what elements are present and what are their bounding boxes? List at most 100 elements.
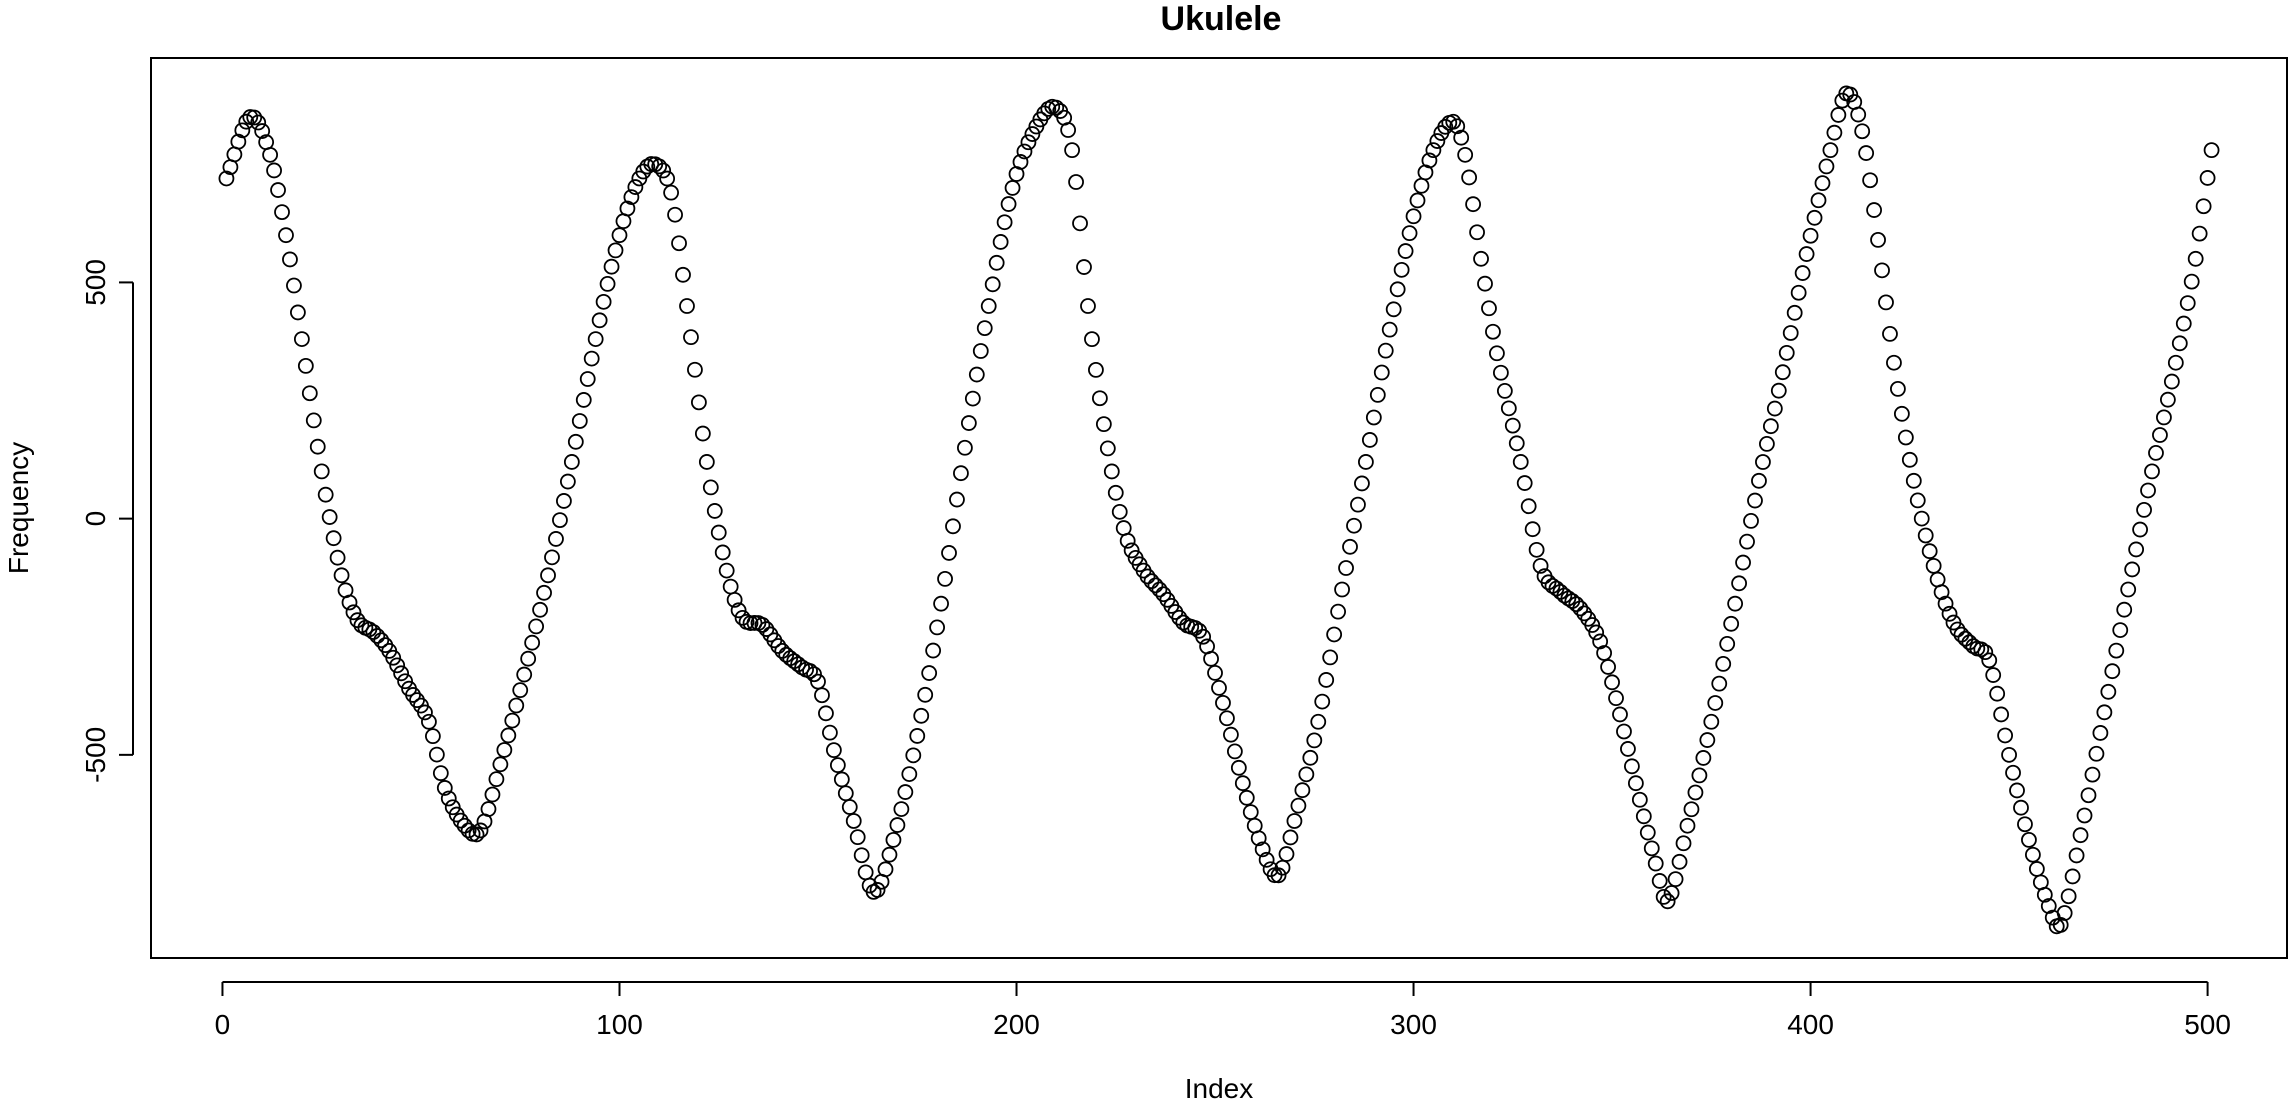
- data-point: [1489, 345, 1505, 362]
- data-point: [591, 312, 608, 329]
- data-point: [1862, 172, 1879, 189]
- data-point: [607, 242, 624, 259]
- data-point: [2092, 725, 2109, 741]
- data-point: [262, 146, 279, 163]
- data-point: [1091, 390, 1108, 407]
- y-tick-label: 500: [80, 259, 111, 306]
- data-point: [1989, 685, 2006, 702]
- data-point: [1481, 300, 1497, 317]
- data-point: [1270, 867, 1287, 884]
- x-axis: 0 100 200 300 400 500: [215, 981, 2231, 1040]
- data-point: [1624, 758, 1640, 775]
- data-point: [1072, 215, 1088, 232]
- data-point: [1020, 134, 1037, 151]
- data-point: [1095, 416, 1112, 433]
- data-point: [1230, 759, 1247, 776]
- data-point: [1508, 435, 1525, 452]
- data-point: [1727, 595, 1744, 612]
- data-point: [1683, 801, 1700, 818]
- data-point: [524, 634, 541, 651]
- data-point: [675, 266, 691, 283]
- data-point: [1882, 325, 1898, 342]
- data-point: [627, 179, 644, 195]
- data-point: [1147, 577, 1164, 594]
- data-point: [1064, 142, 1080, 159]
- data-point: [663, 184, 679, 201]
- data-point: [1393, 261, 1410, 278]
- data-point: [2171, 335, 2188, 352]
- data-point: [1695, 750, 1712, 766]
- data-point: [1806, 209, 1823, 226]
- data-point: [1818, 158, 1835, 175]
- data-point: [714, 544, 731, 561]
- data-point: [1314, 693, 1331, 710]
- data-point: [2203, 142, 2220, 159]
- data-point: [397, 673, 414, 690]
- data-point: [710, 524, 727, 541]
- data-point: [1401, 225, 1418, 242]
- data-point: [2080, 787, 2097, 804]
- data-point: [2120, 581, 2137, 598]
- data-point: [1890, 380, 1906, 397]
- data-point: [393, 665, 410, 682]
- data-point: [274, 204, 290, 221]
- data-point: [857, 864, 874, 881]
- data-point: [1369, 387, 1386, 403]
- data-point: [1219, 710, 1235, 727]
- data-point: [1850, 106, 1867, 123]
- data-points: [218, 85, 2220, 935]
- data-point: [1377, 342, 1394, 359]
- data-point: [1211, 680, 1227, 696]
- data-point: [929, 619, 946, 636]
- data-point: [528, 618, 545, 635]
- data-point: [1361, 432, 1378, 448]
- data-point: [1254, 841, 1271, 858]
- data-point: [655, 162, 672, 179]
- data-point: [901, 766, 918, 782]
- data-point: [1004, 180, 1021, 196]
- data-point: [1798, 246, 1815, 262]
- data-point: [1373, 364, 1390, 381]
- data-point: [2163, 373, 2180, 390]
- data-point: [341, 594, 358, 611]
- data-point: [1453, 129, 1470, 146]
- data-point: [2191, 225, 2208, 242]
- data-point: [480, 801, 497, 817]
- data-point: [1560, 590, 1577, 607]
- data-point: [1925, 557, 1942, 574]
- data-point: [877, 861, 894, 878]
- data-point: [822, 724, 838, 741]
- data-point: [563, 454, 580, 470]
- data-point: [1937, 595, 1954, 612]
- data-point: [1981, 652, 1998, 669]
- data-point: [1675, 835, 1692, 852]
- data-point: [496, 742, 513, 758]
- data-point: [1000, 196, 1017, 212]
- data-point: [1234, 775, 1251, 792]
- data-point: [841, 799, 858, 815]
- data-point: [1080, 298, 1096, 314]
- y-axis: -500 0 500: [80, 259, 134, 783]
- data-point: [718, 562, 735, 579]
- data-point: [1250, 830, 1267, 847]
- data-point: [293, 331, 310, 348]
- data-point: [1076, 259, 1092, 275]
- data-point: [992, 234, 1009, 250]
- data-point: [806, 666, 822, 683]
- data-point: [1330, 603, 1347, 620]
- data-point: [2100, 683, 2117, 700]
- data-point: [1461, 169, 1478, 186]
- data-point: [889, 817, 906, 833]
- data-point: [730, 602, 747, 619]
- data-point: [1774, 364, 1791, 381]
- data-point: [679, 298, 695, 314]
- data-point: [1703, 713, 1720, 730]
- data-point: [1516, 475, 1533, 491]
- data-point: [698, 454, 715, 470]
- data-point: [1596, 645, 1613, 661]
- data-point: [829, 757, 846, 774]
- data-point: [289, 304, 306, 321]
- data-point: [1743, 513, 1759, 529]
- data-point: [897, 784, 914, 800]
- data-point: [452, 812, 469, 829]
